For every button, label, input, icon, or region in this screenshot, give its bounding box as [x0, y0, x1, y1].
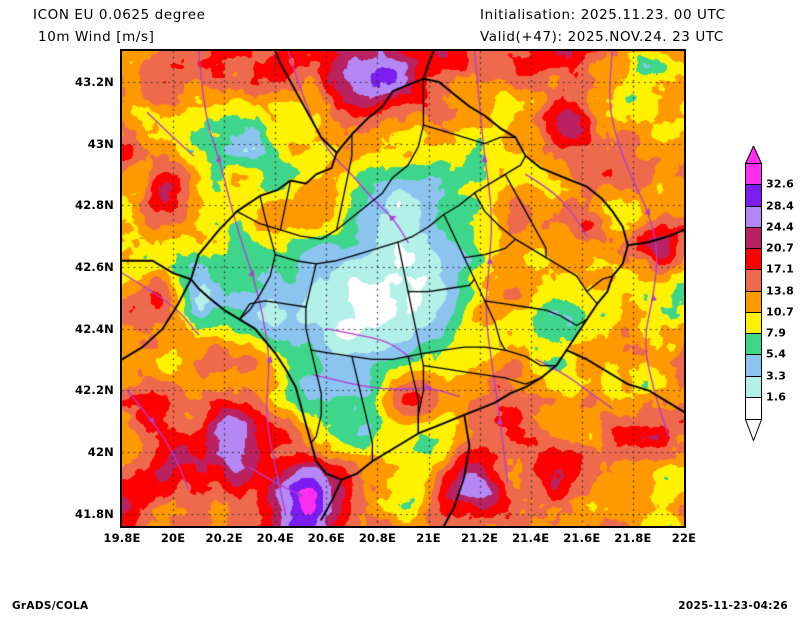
valid-time: Valid(+47): 2025.NOV.24. 23 UTC [480, 29, 724, 45]
colorbar-segment [746, 376, 761, 398]
colorbar-tick-label: 28.4 [766, 199, 794, 212]
colorbar-segment [746, 334, 761, 356]
colorbar-segment [746, 270, 761, 292]
x-axis-tick-label: 20.4E [256, 531, 294, 545]
page-title-model: ICON EU 0.0625 degree [33, 7, 206, 23]
y-axis-tick-label: 43N [87, 136, 114, 151]
y-axis-tick-label: 41.8N [75, 506, 114, 521]
y-axis-tick-label: 42.2N [75, 383, 114, 398]
colorbar-segment [746, 185, 761, 207]
footer-producer: GrADS/COLA [12, 600, 89, 612]
colorbar-low-extend-arrow [745, 419, 762, 441]
colorbar-segment [746, 164, 761, 186]
x-axis-tick-label: 21.4E [512, 531, 550, 545]
y-axis-tick-label: 43.2N [75, 74, 114, 89]
x-axis-tick-label: 20.2E [205, 531, 243, 545]
x-axis-tick-label: 19.8E [103, 531, 141, 545]
colorbar-tick-label: 5.4 [766, 347, 787, 361]
colorbar-tick-label: 20.7 [766, 241, 794, 255]
colorbar-tick-label: 32.6 [766, 177, 794, 191]
x-axis-tick-label: 20E [160, 531, 186, 545]
x-axis-tick-label: 21E [416, 531, 441, 545]
colorbar-segment [746, 397, 761, 419]
colorbar-tick-label: 24.4 [766, 220, 794, 234]
page-title-variable: 10m Wind [m/s] [38, 29, 155, 45]
x-axis-tick-label: 22E [671, 531, 697, 545]
colorbar-segment [746, 227, 761, 249]
map-plot-area[interactable] [120, 49, 686, 528]
x-axis-tick-label: 20.8E [358, 531, 397, 545]
colorbar-segment [746, 249, 761, 271]
colorbar-segment [746, 206, 761, 228]
colorbar-segment [746, 355, 761, 377]
colorbar-high-extend-arrow [745, 146, 762, 164]
y-axis-tick-label: 42N [87, 444, 114, 459]
colorbar-tick-label: 13.8 [766, 284, 794, 297]
colorbar-tick-label: 3.3 [766, 369, 787, 382]
x-axis-tick-label: 20.6E [307, 531, 345, 545]
colorbar-segment [746, 312, 761, 334]
y-axis-tick-label: 42.4N [75, 321, 114, 336]
initialisation-time: Initialisation: 2025.11.23. 00 UTC [480, 7, 726, 23]
wind-speed-contour-map [122, 51, 684, 526]
colorbar-tick-label: 7.9 [766, 326, 787, 340]
y-axis-tick-label: 42.6N [75, 259, 114, 274]
colorbar-tick-label: 10.7 [766, 305, 794, 319]
footer-timestamp: 2025-11-23-04:26 [678, 600, 788, 612]
y-axis-tick-label: 42.8N [75, 198, 114, 213]
colorbar-segment [746, 291, 761, 313]
colorbar-tick-label: 1.6 [766, 390, 787, 404]
x-axis-tick-label: 21.6E [563, 531, 601, 545]
x-axis-tick-label: 21.2E [461, 531, 499, 545]
colorbar-tick-label: 17.1 [766, 262, 794, 276]
colorbar[interactable] [745, 163, 762, 420]
x-axis-tick-label: 21.8E [614, 531, 652, 545]
